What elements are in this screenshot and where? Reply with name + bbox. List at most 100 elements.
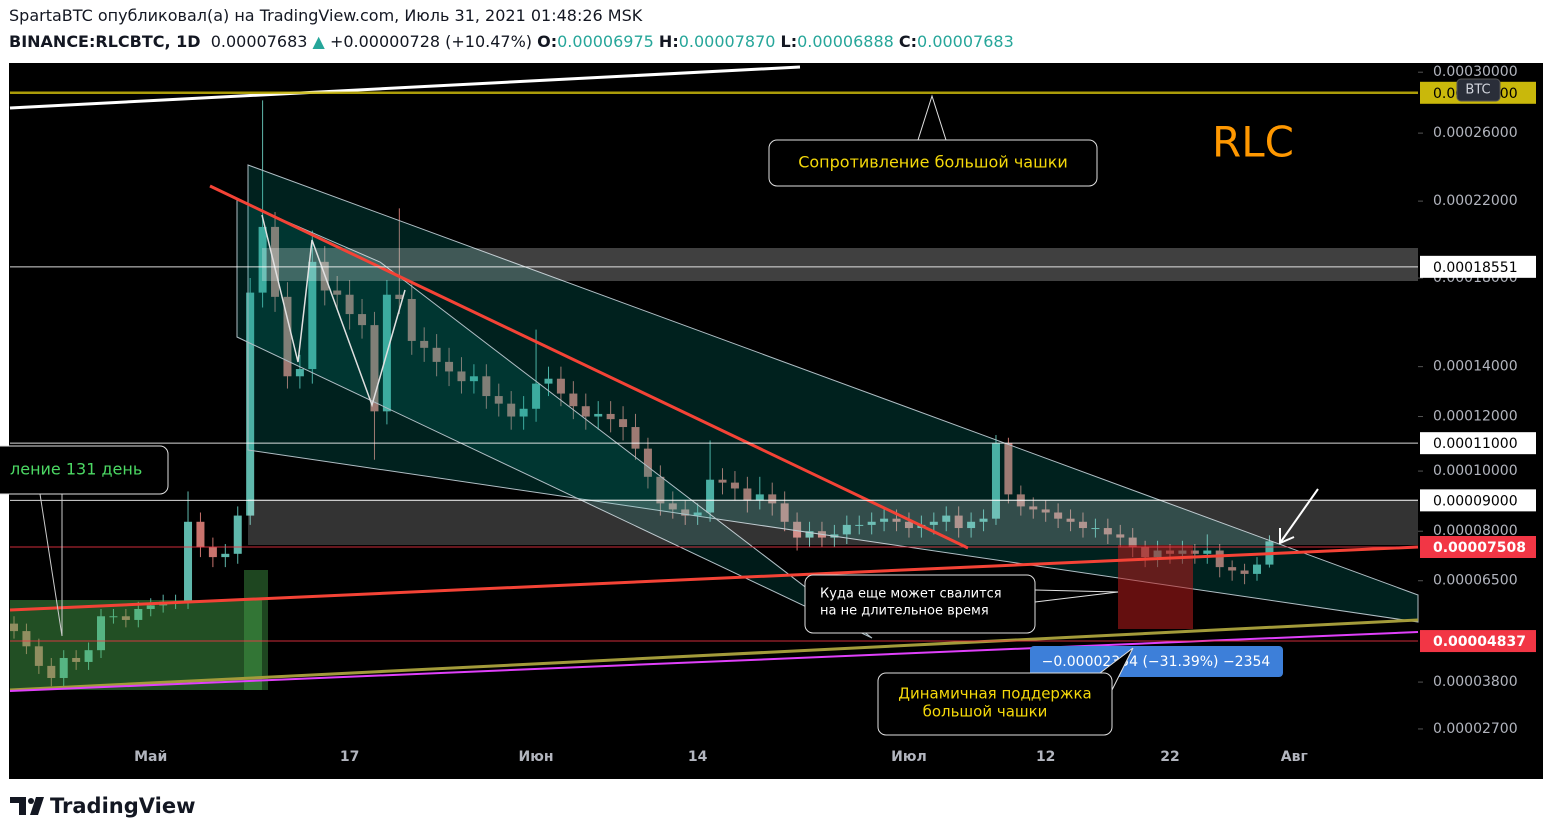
candle-body bbox=[780, 503, 789, 522]
candle-body bbox=[942, 515, 951, 522]
candle-body bbox=[494, 396, 503, 404]
callout-text: Динамичная поддержка bbox=[898, 685, 1091, 703]
candle-body bbox=[805, 531, 814, 538]
zone bbox=[262, 248, 1418, 281]
x-tick-label: Авг bbox=[1281, 749, 1308, 765]
candle-body bbox=[1240, 570, 1249, 574]
logo-text: TradingView bbox=[50, 794, 195, 818]
callout bbox=[804, 574, 1036, 634]
close-label: C: bbox=[898, 32, 918, 51]
candle-body bbox=[208, 547, 217, 558]
price-level-badge bbox=[1420, 255, 1536, 278]
price-level-label: 0.00004837 bbox=[1433, 634, 1526, 650]
candle-body bbox=[507, 403, 516, 417]
candle-body bbox=[842, 524, 851, 535]
candle-body bbox=[1103, 528, 1112, 535]
candle-body bbox=[519, 408, 528, 417]
candle-body bbox=[358, 314, 367, 326]
currency-badge bbox=[1456, 78, 1501, 102]
candle-body bbox=[556, 378, 565, 394]
y-tick-label: 0.00010000 bbox=[1433, 463, 1518, 479]
callout-pointer bbox=[1034, 589, 1119, 603]
candle-body bbox=[991, 443, 1000, 519]
price-level-badge bbox=[1420, 535, 1536, 558]
callout-pointer bbox=[917, 94, 947, 141]
symbol-line: BINANCE:RLCBTC, 1D 0.00007683 ▲ +0.00000… bbox=[9, 32, 1014, 51]
candle-body bbox=[619, 419, 628, 428]
y-tick-label: 0.00002700 bbox=[1433, 721, 1518, 737]
y-tick-label: 0.00026000 bbox=[1433, 125, 1518, 141]
open-value: 0.00006975 bbox=[557, 32, 654, 51]
candle-body bbox=[407, 298, 416, 341]
candle-body bbox=[681, 509, 690, 516]
candle-body bbox=[1228, 567, 1237, 571]
candle-body bbox=[308, 261, 317, 370]
candle-body bbox=[221, 553, 230, 558]
candle-body bbox=[34, 646, 43, 666]
y-tick-label: 0.00030000 bbox=[1433, 64, 1518, 80]
currency-badge-text: BTC bbox=[1465, 83, 1490, 98]
x-tick-label: Май bbox=[134, 749, 167, 765]
high-value: 0.00007870 bbox=[678, 32, 776, 51]
candle-body bbox=[97, 616, 106, 651]
candle-body bbox=[718, 479, 727, 483]
candle-body bbox=[892, 518, 901, 522]
channel-inner bbox=[236, 199, 873, 639]
candle-body bbox=[1253, 564, 1261, 574]
candle-body bbox=[345, 294, 354, 315]
callout-text: ление 131 день bbox=[10, 460, 142, 479]
candle-body bbox=[532, 383, 541, 409]
high-label: H: bbox=[658, 32, 679, 51]
callout bbox=[877, 672, 1113, 736]
callout bbox=[0, 445, 169, 495]
author-line: SpartaBTC опубликовал(а) на TradingView.… bbox=[9, 6, 643, 25]
x-tick-label: Июл bbox=[891, 749, 927, 765]
candle-body bbox=[109, 616, 118, 618]
candle-body bbox=[333, 290, 342, 295]
candle-body bbox=[867, 521, 876, 525]
candle-body bbox=[10, 623, 18, 632]
y-tick-label: 0.00006500 bbox=[1433, 573, 1518, 589]
candle-body bbox=[730, 482, 739, 489]
arrow-head bbox=[1279, 528, 1295, 545]
y-tick-label: 0.00014000 bbox=[1433, 359, 1518, 375]
candle-body bbox=[706, 479, 715, 513]
candle-body bbox=[569, 393, 578, 407]
candle-body bbox=[1190, 550, 1199, 554]
candle-body bbox=[22, 631, 31, 647]
candle-body bbox=[1215, 550, 1224, 568]
candle-body bbox=[768, 494, 777, 504]
candle-body bbox=[233, 515, 242, 554]
candle-body bbox=[855, 524, 864, 526]
candle-body bbox=[1116, 534, 1125, 538]
low-value: 0.00006888 bbox=[797, 32, 894, 51]
x-tick-label: 22 bbox=[1160, 749, 1179, 765]
candle-body bbox=[1029, 506, 1038, 510]
candle-body bbox=[1078, 521, 1087, 529]
candle-body bbox=[693, 512, 702, 516]
trend-line bbox=[9, 618, 1419, 692]
candle-body bbox=[1203, 550, 1212, 554]
candle-body bbox=[668, 503, 677, 510]
price-level-badge bbox=[1420, 630, 1536, 653]
last-price: 0.00007683 bbox=[210, 32, 308, 51]
candle-body bbox=[457, 371, 466, 382]
candle-body bbox=[1054, 512, 1063, 519]
candle-body bbox=[482, 376, 491, 397]
price-level-label: 0.00007508 bbox=[1433, 540, 1526, 556]
measure-box bbox=[1030, 646, 1283, 677]
candle-body bbox=[47, 665, 56, 678]
price-level-label: 0.00009000 bbox=[1433, 493, 1518, 509]
candle-body bbox=[755, 494, 764, 501]
close-value: 0.00007683 bbox=[917, 32, 1014, 51]
candle-body bbox=[121, 616, 130, 620]
x-tick-label: 12 bbox=[1036, 749, 1055, 765]
candle-body bbox=[544, 378, 553, 384]
candle-body bbox=[395, 294, 404, 299]
y-tick-label: 0.00003800 bbox=[1433, 674, 1518, 690]
candle-body bbox=[271, 226, 280, 297]
candle-body bbox=[1091, 528, 1100, 530]
callout-text: большой чашки bbox=[923, 703, 1048, 721]
